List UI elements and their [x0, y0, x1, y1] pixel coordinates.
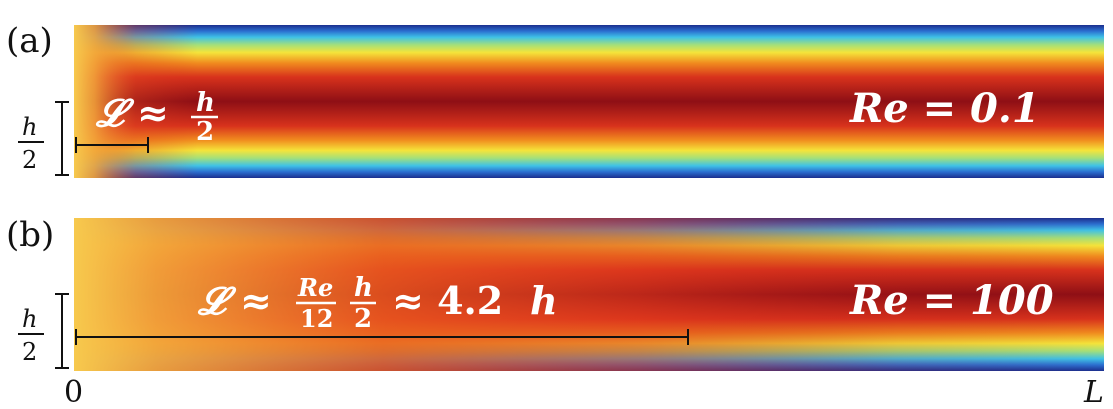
half-height-bracket-b — [55, 293, 69, 369]
svg-text:Re: Re — [297, 273, 333, 302]
svg-text:≈ 4.2: ≈ 4.2 — [392, 278, 503, 323]
svg-text:h: h — [354, 273, 373, 303]
half-height-2-b: 2 — [22, 338, 37, 366]
entrance-length-bar-a — [75, 137, 149, 153]
flow-field-b — [74, 218, 1104, 371]
svg-text:h: h — [196, 88, 215, 118]
reynolds-label-b: Re = 100 — [849, 277, 1054, 324]
axis-start-label: 0 — [64, 375, 83, 409]
panel-label-b: (b) — [6, 215, 54, 255]
entrance-length-bar-b — [75, 329, 689, 345]
flow-field-a — [74, 25, 1104, 178]
half-height-h-b: h — [22, 305, 37, 333]
reynolds-label-a: Re = 0.1 — [849, 85, 1040, 132]
svg-text:≈: ≈ — [240, 278, 272, 323]
axis-end-label: L — [1083, 375, 1104, 409]
svg-text:2: 2 — [196, 117, 214, 147]
svg-text:h: h — [530, 278, 558, 323]
svg-text:2: 2 — [354, 304, 372, 334]
half-height-bracket-a — [55, 101, 69, 176]
svg-text:12: 12 — [300, 304, 333, 333]
panel-b: (b) h 2 𝓛 ≈ Re 12 h 2 — [6, 215, 1104, 371]
half-height-h-a: h — [22, 113, 37, 141]
panel-a: (a) h 2 𝓛 ≈ h 2 Re = — [6, 21, 1104, 178]
svg-text:≈: ≈ — [137, 90, 169, 135]
panel-label-a: (a) — [6, 21, 53, 61]
entrance-length-label-a: 𝓛 ≈ h 2 — [95, 88, 218, 147]
half-height-2-a: 2 — [22, 146, 37, 174]
